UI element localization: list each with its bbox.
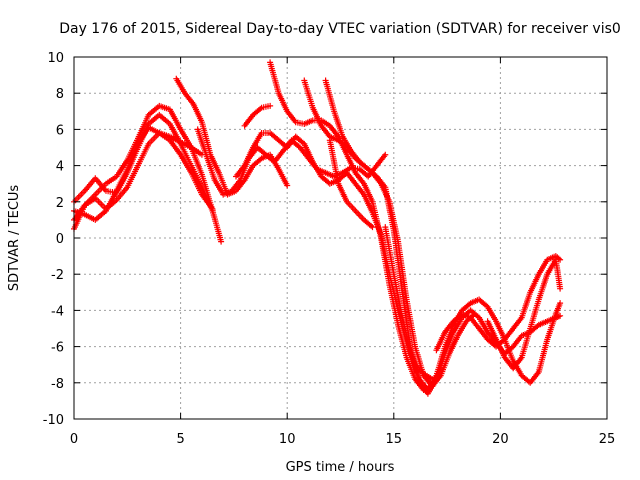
data-marker-trace	[267, 59, 444, 393]
y-tick-label: 6	[56, 123, 64, 138]
chart-title: Day 176 of 2015, Sidereal Day-to-day VTE…	[59, 21, 621, 37]
series-arc-15	[484, 256, 564, 372]
x-tick-label: 15	[386, 432, 403, 447]
data-points	[71, 59, 564, 397]
y-tick-label: 10	[47, 51, 64, 66]
data-marker-trace	[233, 130, 436, 383]
data-marker-trace	[241, 102, 274, 129]
y-tick-label: 4	[56, 160, 64, 175]
series-arc-7	[233, 130, 436, 383]
y-tick-label: -10	[43, 413, 64, 428]
x-tick-label: 10	[279, 432, 296, 447]
data-marker-trace	[433, 253, 564, 354]
y-tick-label: -2	[51, 268, 64, 283]
series-arc-8	[241, 102, 274, 129]
series-arc-12	[326, 137, 376, 231]
y-tick-label: -8	[51, 377, 64, 392]
y-tick-label: -4	[51, 304, 64, 319]
series-arc-9	[267, 59, 444, 393]
x-tick-label: 5	[176, 432, 184, 447]
y-tick-label: 2	[56, 196, 64, 211]
y-tick-label: 8	[56, 87, 64, 102]
y-tick-label: 0	[56, 232, 64, 247]
series-arc-13	[382, 224, 564, 393]
x-tick-label: 25	[599, 432, 616, 447]
y-axis-label: SDTVAR / TECUs	[7, 185, 22, 292]
x-tick-label: 0	[70, 432, 78, 447]
data-marker-trace	[326, 137, 376, 231]
x-axis-label: GPS time / hours	[286, 460, 395, 475]
axis-ticks: 0 5 10 15 20 25 -10 -8 -6 -4 -2 0 2 4 6 8 10	[43, 51, 616, 447]
data-marker-trace	[382, 224, 564, 393]
y-tick-label: -6	[51, 341, 64, 356]
series-arc-14	[433, 253, 564, 354]
x-tick-label: 20	[492, 432, 509, 447]
data-marker-trace	[484, 256, 564, 372]
